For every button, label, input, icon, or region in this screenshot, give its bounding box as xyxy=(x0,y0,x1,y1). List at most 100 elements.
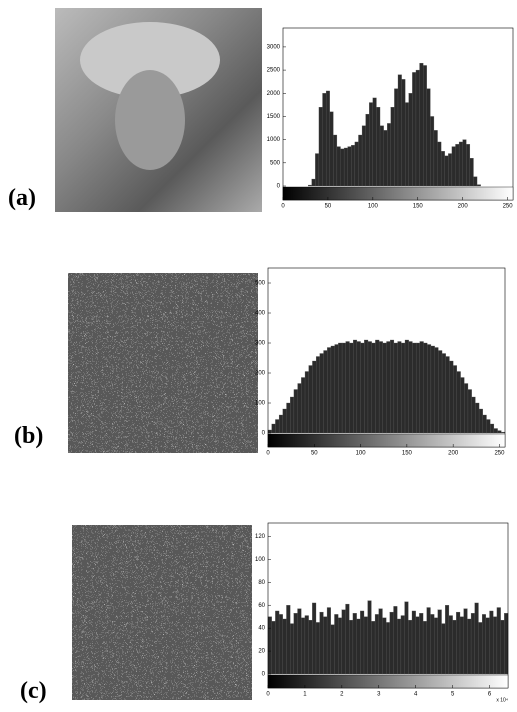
histogram-bar xyxy=(267,429,272,434)
x-tick-label: 1 xyxy=(303,692,307,698)
histogram-bar xyxy=(504,613,509,675)
histogram-bar xyxy=(412,72,417,187)
histogram-bar xyxy=(455,144,460,187)
y-tick-label: 500 xyxy=(270,160,281,166)
x-tick-label: 150 xyxy=(402,451,413,457)
histogram-bar xyxy=(293,613,298,675)
histogram-bar xyxy=(393,606,398,675)
histogram-bar xyxy=(354,141,359,187)
y-tick-label: 100 xyxy=(255,557,266,563)
x-tick-label: 6 xyxy=(488,692,492,698)
histogram-bar xyxy=(360,610,365,675)
histogram-bar xyxy=(349,342,354,434)
histogram-bar xyxy=(297,383,302,434)
histogram-bar xyxy=(405,102,409,187)
histogram-bar xyxy=(466,144,471,187)
encrypted-image xyxy=(72,525,252,700)
histogram-bar xyxy=(467,389,472,434)
histogram-bar xyxy=(308,184,312,187)
histogram-bar xyxy=(478,408,483,434)
histogram-bar xyxy=(315,153,320,187)
colorbar xyxy=(267,674,509,689)
histogram-bar xyxy=(275,610,280,675)
histogram-bar xyxy=(338,617,342,675)
histogram-bar xyxy=(301,617,306,675)
histogram-bar xyxy=(451,146,456,187)
y-tick-label: 40 xyxy=(258,626,265,632)
histogram-bar xyxy=(475,402,480,434)
histogram-bar xyxy=(448,153,453,187)
histogram-bar xyxy=(441,353,446,434)
histogram-bar xyxy=(458,141,463,187)
histogram-bar xyxy=(371,621,376,675)
histogram-bar xyxy=(311,178,316,187)
histogram-bar xyxy=(460,377,465,434)
histogram-bar xyxy=(353,339,358,434)
histogram-bar xyxy=(361,125,366,187)
histogram-bar xyxy=(345,603,350,675)
histogram-bar xyxy=(376,107,381,187)
histogram-bar xyxy=(397,341,402,434)
histogram-bar xyxy=(486,419,491,434)
histogram-bar xyxy=(440,151,445,187)
histogram-bar xyxy=(485,617,490,675)
histogram-bar xyxy=(340,148,345,187)
histogram-bar xyxy=(471,396,476,434)
y-tick-label: 3000 xyxy=(267,44,281,50)
histogram-bar xyxy=(349,619,354,675)
x-tick-label: 200 xyxy=(458,204,469,210)
histogram-bar xyxy=(445,356,450,434)
histogram-bar xyxy=(415,69,420,187)
histogram-bar xyxy=(315,622,320,675)
histogram-bar xyxy=(463,608,468,675)
histogram-bar xyxy=(267,616,272,675)
histogram-bar xyxy=(375,339,380,434)
y-tick-label: 60 xyxy=(258,603,265,609)
y-tick-label: 2000 xyxy=(267,91,281,97)
histogram-bar xyxy=(434,347,439,434)
histogram-bar xyxy=(275,419,280,434)
x-tick-label: 100 xyxy=(368,204,379,210)
histogram-bar xyxy=(369,102,373,187)
histogram-bar xyxy=(312,602,317,675)
histogram-bar xyxy=(329,111,334,187)
histogram-bar xyxy=(489,610,494,675)
histogram-bar xyxy=(453,365,458,434)
histogram-bar xyxy=(474,602,479,675)
x-tick-label: 50 xyxy=(325,204,332,210)
histogram-bar xyxy=(282,618,287,675)
histogram-bar xyxy=(459,616,464,675)
histogram-bar xyxy=(423,342,428,434)
histogram-bar xyxy=(293,389,298,434)
histogram-bar xyxy=(493,428,498,434)
histogram-bar xyxy=(422,621,427,675)
x-tick-label: 100 xyxy=(356,451,367,457)
histogram-bar xyxy=(415,616,420,675)
histogram-bar xyxy=(456,371,461,434)
histogram-bar xyxy=(500,619,505,675)
histogram-bar xyxy=(411,610,416,675)
x-tick-label: 150 xyxy=(413,204,424,210)
histogram-bar xyxy=(397,618,402,675)
histogram-bar xyxy=(334,614,339,675)
histogram-bar xyxy=(352,613,357,675)
histogram-bar xyxy=(419,613,424,675)
histogram-bar xyxy=(334,344,339,434)
x-tick-label: 2 xyxy=(340,692,344,698)
histogram-bar xyxy=(367,600,372,675)
y-tick-label: 80 xyxy=(258,580,265,586)
histogram-bar xyxy=(363,616,368,675)
histogram-bar xyxy=(449,360,454,434)
histogram-bar xyxy=(441,623,446,675)
histogram-bar xyxy=(365,113,370,187)
histogram-bar xyxy=(390,107,395,187)
histogram-bar xyxy=(286,402,291,434)
histogram-bar xyxy=(356,341,361,434)
y-tick-label: 400 xyxy=(255,311,266,317)
histogram-bar xyxy=(323,350,328,434)
histogram-bar xyxy=(452,619,457,675)
histogram-bar xyxy=(308,365,313,434)
histogram-bar xyxy=(389,611,394,675)
histogram-bar xyxy=(301,377,306,434)
histogram-bar xyxy=(338,342,343,434)
